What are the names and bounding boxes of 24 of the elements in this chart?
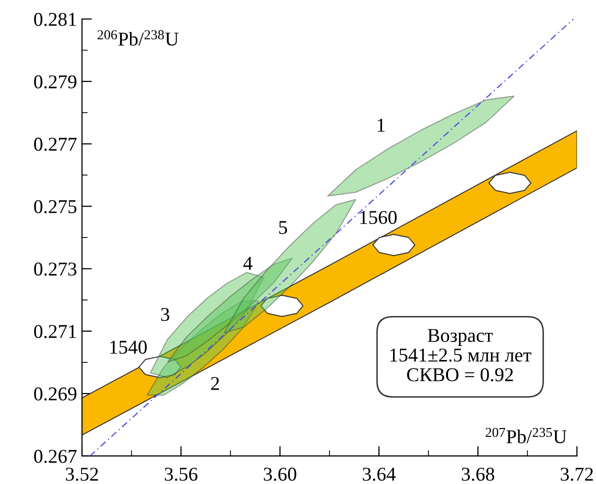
y-tick-label: 0.267	[34, 450, 77, 463]
y-tick-label: 0.281	[34, 12, 76, 26]
annotation: 1	[378, 118, 385, 132]
annotation: 3	[161, 308, 170, 322]
annotation: 2	[211, 376, 219, 390]
y-tick-label: 0.273	[34, 262, 76, 276]
y-tick-label: 0.269	[34, 387, 76, 401]
y-axis-title: $^{206}$Pb/$^{238}$U	[98, 30, 178, 46]
annotation: 1560	[360, 210, 397, 224]
y-tick-label: 0.277	[34, 138, 77, 151]
annotation: 4	[243, 256, 252, 270]
annotation: 1540	[110, 340, 147, 354]
annotation: 5	[279, 221, 288, 234]
x-tick-label: 3.52	[66, 468, 98, 481]
x-tick-label: 3.56	[164, 468, 198, 481]
x-axis-title: $^{207}$Pb/$^{235}$U	[486, 428, 567, 444]
y-tick-label: 0.279	[34, 75, 76, 88]
x-tick-label: 3.68	[462, 468, 494, 481]
x-tick-label: 3.60	[264, 468, 296, 481]
x-tick-label: 3.64	[362, 468, 396, 481]
annotation: Возраст 1541±2.5 млн лет СКВО = 0.92	[390, 329, 532, 382]
y-tick-label: 0.271	[34, 324, 76, 338]
x-tick-label: 3.72	[560, 468, 593, 481]
y-tick-label: 0.275	[34, 200, 76, 214]
